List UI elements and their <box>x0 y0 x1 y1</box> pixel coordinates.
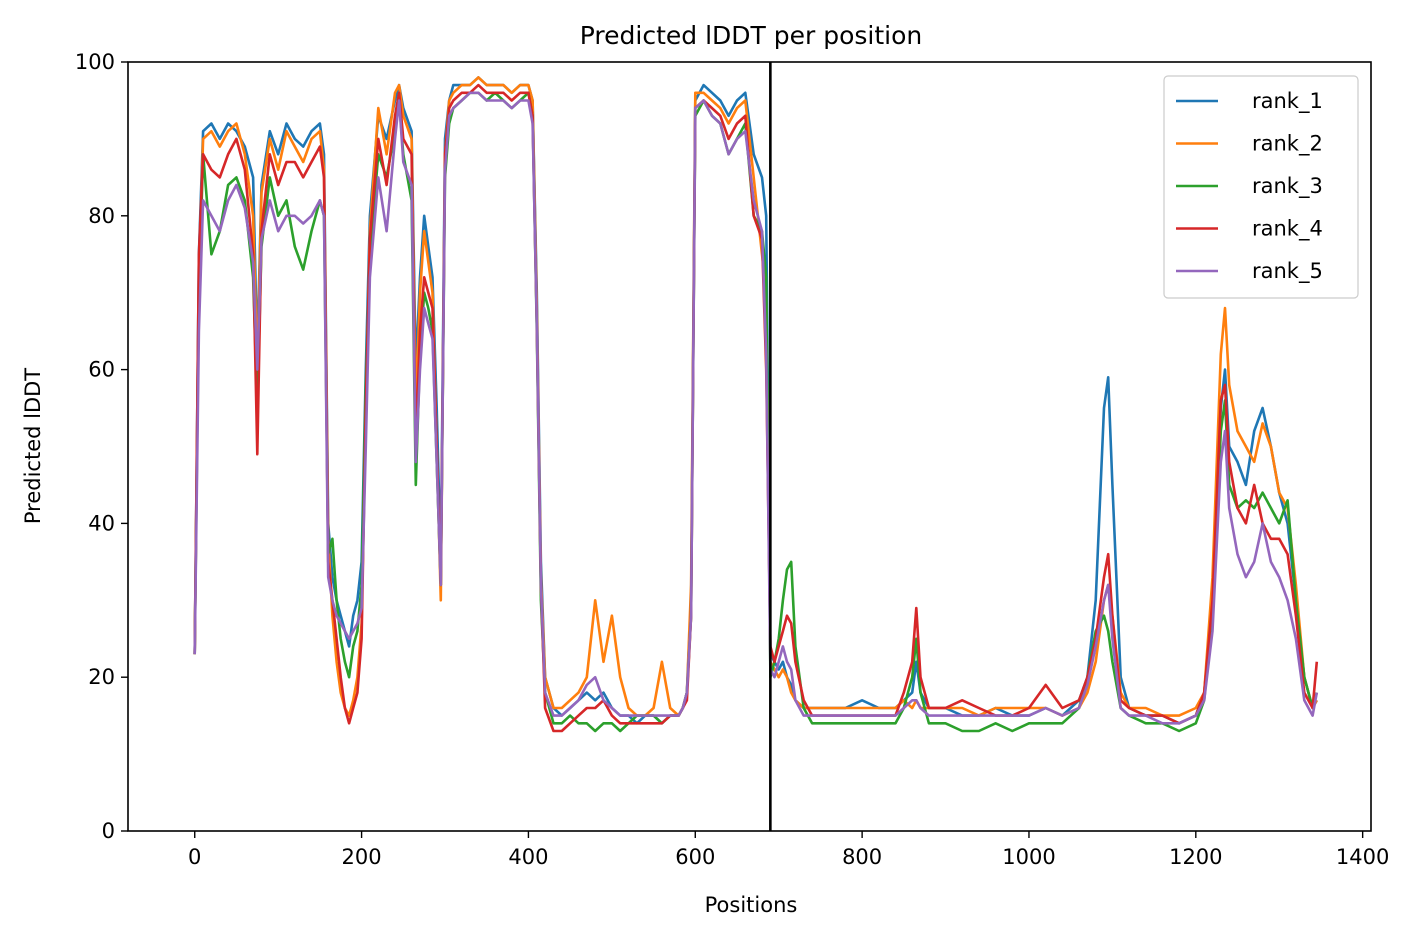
x-axis-label: Positions <box>705 893 798 917</box>
series-line-rank_5 <box>193 91 1319 725</box>
x-tick-label: 1000 <box>1002 845 1055 869</box>
y-tick-label: 0 <box>102 819 115 843</box>
y-tick-label: 60 <box>88 358 115 382</box>
x-axis-ticks: 0 200 400 600 800 1000 1200 1400 <box>188 831 1389 869</box>
x-tick-label: 1200 <box>1169 845 1222 869</box>
y-axis-label: Predicted lDDT <box>21 368 45 524</box>
legend: rank_1 rank_2 rank_3 rank_4 rank_5 <box>1163 75 1359 299</box>
x-tick-label: 400 <box>508 845 548 869</box>
x-tick-label: 800 <box>842 845 882 869</box>
x-tick-label: 600 <box>675 845 715 869</box>
x-tick-label: 0 <box>188 845 201 869</box>
legend-label-rank_5: rank_5 <box>1252 259 1323 284</box>
y-tick-label: 40 <box>88 511 115 535</box>
x-tick-label: 200 <box>342 845 382 869</box>
y-tick-label: 100 <box>75 50 115 74</box>
plot-frame <box>127 61 1372 832</box>
y-axis-ticks: 0 20 40 60 80 100 <box>75 50 128 843</box>
chart-title: Predicted lDDT per position <box>580 21 922 50</box>
y-tick-label: 20 <box>88 665 115 689</box>
plot-lines <box>193 76 1319 733</box>
series-line-rank_4 <box>193 83 1319 733</box>
y-tick-label: 80 <box>88 204 115 228</box>
legend-label-rank_4: rank_4 <box>1252 217 1323 242</box>
legend-box <box>1163 75 1359 299</box>
legend-label-rank_3: rank_3 <box>1252 174 1323 199</box>
x-tick-label: 1400 <box>1336 845 1389 869</box>
legend-label-rank_2: rank_2 <box>1252 132 1323 157</box>
legend-label-rank_1: rank_1 <box>1252 89 1323 114</box>
